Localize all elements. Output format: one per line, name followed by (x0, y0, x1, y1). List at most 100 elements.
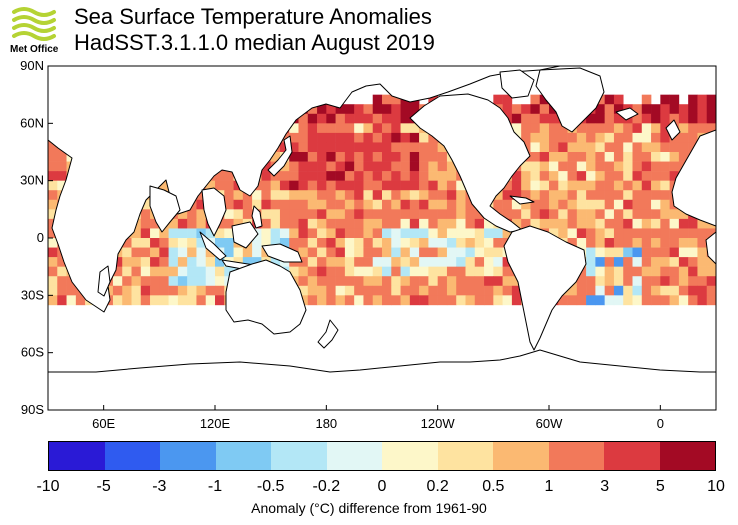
anomaly-cell (307, 123, 318, 134)
land-philippines (251, 205, 263, 229)
anomaly-cell (270, 257, 281, 267)
anomaly-cell (521, 209, 531, 220)
anomaly-cell (140, 199, 151, 210)
anomaly-cell (632, 218, 643, 229)
anomaly-cell (335, 199, 346, 210)
anomaly-cell (307, 190, 318, 201)
anomaly-cell (660, 113, 670, 124)
anomaly-cell (474, 257, 485, 267)
anomaly-cell (567, 218, 578, 229)
anomaly-cell (604, 199, 615, 210)
anomaly-cell (641, 257, 652, 267)
anomaly-cell (446, 228, 457, 239)
anomaly-cell (669, 113, 680, 124)
anomaly-cell (112, 285, 123, 296)
anomaly-cell (521, 180, 531, 191)
anomaly-cell (567, 238, 578, 248)
anomaly-cell (613, 218, 624, 229)
anomaly-cell (613, 104, 624, 115)
colorbar-tick-label: -0.2 (312, 478, 341, 495)
colorbar-tick-label: -0.5 (256, 478, 285, 495)
anomaly-cell (298, 238, 309, 248)
anomaly-cell (688, 285, 698, 296)
anomaly-cell (428, 161, 438, 172)
anomaly-cell (613, 152, 624, 162)
anomaly-cell (354, 295, 364, 306)
anomaly-cell (298, 161, 309, 172)
land-africa-west-bulge (705, 231, 716, 265)
anomaly-cell (613, 132, 624, 143)
colorbar-tick-label: 10 (707, 478, 725, 495)
anomaly-cell (168, 238, 179, 248)
anomaly-cell (613, 190, 624, 201)
anomaly-cell (150, 295, 160, 306)
anomaly-cell (678, 228, 689, 239)
anomaly-cell (530, 180, 541, 191)
anomaly-cell (613, 94, 624, 105)
anomaly-cell (446, 257, 457, 267)
anomaly-cell (697, 257, 708, 267)
anomaly-cell (419, 228, 429, 239)
anomaly-cell (307, 266, 318, 277)
anomaly-cell (168, 228, 179, 239)
anomaly-cell (539, 94, 550, 105)
anomaly-cell (205, 295, 216, 306)
anomaly-cell (196, 295, 207, 306)
anomaly-cell (474, 276, 485, 287)
anomaly-cell (298, 285, 309, 296)
anomaly-cell (363, 180, 374, 191)
latitude-axis: 90N 60N 30N 0 30S 60S 90S (20, 58, 53, 417)
anomaly-cell (419, 295, 429, 306)
anomaly-cell (335, 171, 346, 181)
anomaly-cell (57, 152, 67, 162)
anomaly-cell (465, 257, 476, 267)
anomaly-cell (660, 161, 670, 172)
anomaly-cell (623, 199, 633, 210)
anomaly-cell (326, 295, 336, 306)
anomaly-cell (613, 171, 624, 181)
anomaly-cell (651, 266, 661, 277)
anomaly-cell (279, 161, 290, 172)
anomaly-cell (409, 123, 420, 134)
anomaly-cell (391, 94, 401, 105)
anomaly-cell (344, 199, 355, 210)
anomaly-cell (122, 247, 132, 258)
anomaly-cell (326, 190, 336, 201)
anomaly-cell (335, 180, 346, 191)
anomaly-cell (539, 180, 550, 191)
anomaly-cell (391, 276, 401, 287)
anomaly-cell (354, 209, 364, 220)
anomaly-cell (521, 218, 531, 229)
anomaly-cell (391, 171, 401, 181)
anomaly-cell (706, 94, 716, 105)
anomaly-cell (354, 266, 364, 277)
anomaly-cell (159, 285, 169, 296)
anomaly-cell (335, 228, 346, 239)
anomaly-cell (697, 228, 708, 239)
anomaly-cell (354, 104, 364, 115)
anomaly-cell (57, 257, 67, 267)
anomaly-cell (261, 199, 271, 210)
anomaly-cell (289, 180, 299, 191)
anomaly-cell (706, 276, 716, 287)
anomaly-cell (187, 295, 197, 306)
anomaly-cell (651, 218, 661, 229)
anomaly-cell (317, 152, 327, 162)
anomaly-cell (651, 295, 661, 306)
anomaly-cell (604, 247, 615, 258)
anomaly-cell (456, 218, 466, 229)
anomaly-cell (409, 190, 420, 201)
anomaly-cell (586, 171, 596, 181)
land-japan (267, 135, 293, 177)
anomaly-cell (511, 123, 522, 134)
anomaly-cell (539, 199, 550, 210)
anomaly-cell (372, 228, 383, 239)
anomaly-cell (196, 238, 207, 248)
anomaly-cell (651, 257, 661, 267)
anomaly-cell (567, 295, 578, 306)
anomaly-cell (651, 209, 661, 220)
anomaly-cell (558, 228, 568, 239)
anomaly-cell (150, 238, 160, 248)
anomaly-cell (48, 285, 58, 296)
anomaly-cell (391, 180, 401, 191)
